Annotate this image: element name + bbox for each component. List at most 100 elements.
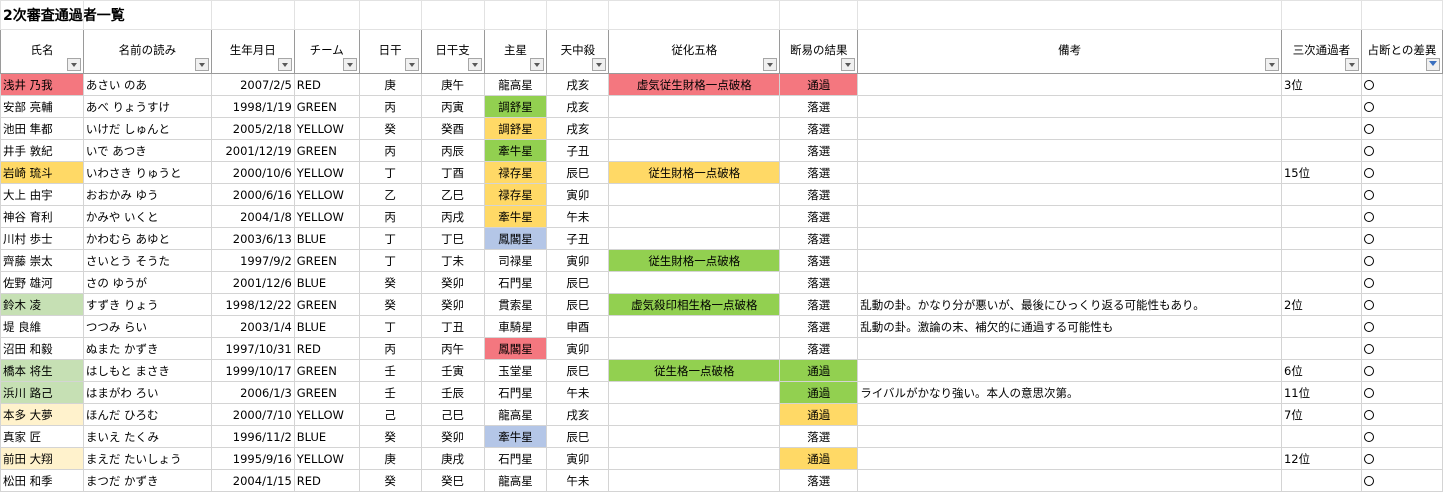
cell-third-pass[interactable]: 12位 [1280, 447, 1362, 470]
filter-dropdown-icon[interactable] [342, 58, 357, 71]
cell-nikkan[interactable]: 乙 [358, 183, 422, 206]
cell-tenchusatsu[interactable]: 戌亥 [546, 95, 610, 118]
cell-reading[interactable]: あさい のあ [82, 73, 212, 96]
cell-jyuka-gokaku[interactable]: 虚気従生財格一点破格 [608, 73, 781, 96]
filter-dropdown-icon[interactable] [1264, 58, 1279, 71]
cell-jyuka-gokaku[interactable] [608, 469, 781, 492]
cell-jyuka-gokaku[interactable]: 虚気殺印相生格一点破格 [608, 293, 781, 316]
cell-note[interactable] [857, 95, 1282, 118]
cell-shusei[interactable]: 調舒星 [483, 117, 548, 140]
cell-birthdate[interactable]: 2001/12/6 [210, 271, 295, 294]
cell-mark[interactable]: ○ [1360, 183, 1443, 206]
cell-reading[interactable]: まつだ かずき [82, 469, 212, 492]
cell-team[interactable]: YELLOW [293, 205, 360, 228]
filter-dropdown-icon[interactable] [404, 58, 419, 71]
cell-reading[interactable]: まいえ たくみ [82, 425, 212, 448]
cell-tenchusatsu[interactable]: 寅卯 [546, 249, 610, 272]
cell-team[interactable]: BLUE [293, 315, 360, 338]
cell-birthdate[interactable]: 1997/9/2 [210, 249, 295, 272]
cell-team[interactable]: GREEN [293, 293, 360, 316]
cell-note[interactable] [857, 205, 1282, 228]
cell-result[interactable]: 落選 [779, 161, 859, 184]
cell-team[interactable]: BLUE [293, 271, 360, 294]
cell-reading[interactable]: すずき りょう [82, 293, 212, 316]
cell-note[interactable]: 乱動の卦。かなり分が悪いが、最後にひっくり返る可能性もあり。 [857, 293, 1282, 316]
cell-team[interactable]: RED [293, 469, 360, 492]
cell-result[interactable]: 落選 [779, 139, 859, 162]
filter-active-icon[interactable] [1426, 58, 1440, 71]
cell-birthdate[interactable]: 2006/1/3 [210, 381, 295, 404]
cell-team[interactable]: YELLOW [293, 183, 360, 206]
cell-shusei[interactable]: 龍高星 [483, 469, 548, 492]
cell-shusei[interactable]: 石門星 [483, 447, 548, 470]
cell-reading[interactable]: おおかみ ゆう [82, 183, 212, 206]
cell-mark[interactable]: ○ [1360, 139, 1443, 162]
cell-nikkan[interactable]: 丁 [358, 315, 422, 338]
cell-nikkanshi[interactable]: 壬寅 [420, 359, 485, 382]
cell-third-pass[interactable] [1280, 227, 1362, 250]
cell-team[interactable]: YELLOW [293, 447, 360, 470]
cell-third-pass[interactable] [1280, 337, 1362, 360]
cell-tenchusatsu[interactable]: 午未 [546, 381, 610, 404]
cell-note[interactable] [857, 469, 1282, 492]
cell-birthdate[interactable]: 2003/1/4 [210, 315, 295, 338]
filter-dropdown-icon[interactable] [763, 58, 778, 71]
cell-third-pass[interactable] [1280, 315, 1362, 338]
cell-jyuka-gokaku[interactable] [608, 271, 781, 294]
cell-nikkan[interactable]: 癸 [358, 293, 422, 316]
cell-shusei[interactable]: 牽牛星 [483, 425, 548, 448]
cell-nikkan[interactable]: 丁 [358, 161, 422, 184]
cell-nikkan[interactable]: 己 [358, 403, 422, 426]
cell-birthdate[interactable]: 2000/6/16 [210, 183, 295, 206]
cell-team[interactable]: GREEN [293, 359, 360, 382]
cell-shusei[interactable]: 石門星 [483, 271, 548, 294]
cell-shusei[interactable]: 司禄星 [483, 249, 548, 272]
cell-third-pass[interactable]: 2位 [1280, 293, 1362, 316]
cell-name[interactable]: 前田 大翔 [0, 447, 84, 470]
cell-shusei[interactable]: 禄存星 [483, 183, 548, 206]
filter-dropdown-icon[interactable] [66, 58, 81, 71]
cell-third-pass[interactable] [1280, 205, 1362, 228]
cell-birthdate[interactable]: 2000/10/6 [210, 161, 295, 184]
cell-jyuka-gokaku[interactable] [608, 425, 781, 448]
cell-shusei[interactable]: 鳳閣星 [483, 227, 548, 250]
cell-tenchusatsu[interactable]: 辰巳 [546, 271, 610, 294]
cell-tenchusatsu[interactable]: 辰巳 [546, 425, 610, 448]
cell-name[interactable]: 池田 隼都 [0, 117, 84, 140]
filter-dropdown-icon[interactable] [530, 58, 545, 71]
cell-shusei[interactable]: 玉堂星 [483, 359, 548, 382]
cell-result[interactable]: 落選 [779, 249, 859, 272]
cell-jyuka-gokaku[interactable] [608, 139, 781, 162]
cell-name[interactable]: 浜川 路己 [0, 381, 84, 404]
cell-shusei[interactable]: 禄存星 [483, 161, 548, 184]
cell-team[interactable]: BLUE [293, 227, 360, 250]
cell-birthdate[interactable]: 2000/7/10 [210, 403, 295, 426]
cell-note[interactable] [857, 183, 1282, 206]
cell-nikkanshi[interactable]: 丁巳 [420, 227, 485, 250]
cell-birthdate[interactable]: 1998/12/22 [210, 293, 295, 316]
cell-nikkan[interactable]: 丙 [358, 95, 422, 118]
cell-shusei[interactable]: 石門星 [483, 381, 548, 404]
cell-nikkan[interactable]: 癸 [358, 469, 422, 492]
cell-third-pass[interactable]: 11位 [1280, 381, 1362, 404]
cell-shusei[interactable]: 牽牛星 [483, 205, 548, 228]
cell-result[interactable]: 落選 [779, 337, 859, 360]
cell-name[interactable]: 鈴木 凌 [0, 293, 84, 316]
cell-birthdate[interactable]: 1999/10/17 [210, 359, 295, 382]
cell-note[interactable] [857, 249, 1282, 272]
cell-tenchusatsu[interactable]: 寅卯 [546, 447, 610, 470]
cell-nikkan[interactable]: 壬 [358, 381, 422, 404]
cell-nikkanshi[interactable]: 庚戌 [420, 447, 485, 470]
cell-reading[interactable]: かみや いくと [82, 205, 212, 228]
cell-reading[interactable]: はまがわ ろい [82, 381, 212, 404]
cell-nikkanshi[interactable]: 癸卯 [420, 271, 485, 294]
cell-third-pass[interactable] [1280, 469, 1362, 492]
cell-team[interactable]: GREEN [293, 95, 360, 118]
cell-jyuka-gokaku[interactable]: 従生格一点破格 [608, 359, 781, 382]
cell-birthdate[interactable]: 1996/11/2 [210, 425, 295, 448]
cell-tenchusatsu[interactable]: 子丑 [546, 139, 610, 162]
cell-third-pass[interactable] [1280, 95, 1362, 118]
cell-name[interactable]: 安部 亮輔 [0, 95, 84, 118]
cell-shusei[interactable]: 貫索星 [483, 293, 548, 316]
cell-note[interactable] [857, 227, 1282, 250]
